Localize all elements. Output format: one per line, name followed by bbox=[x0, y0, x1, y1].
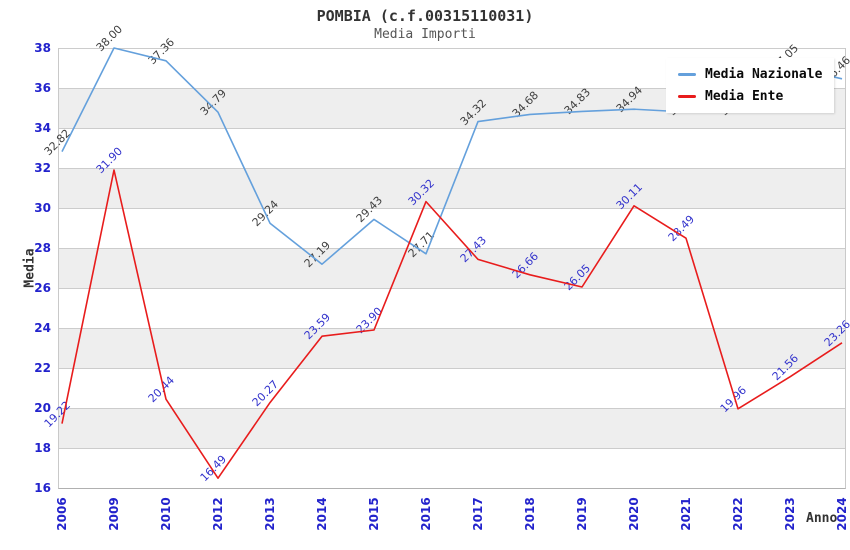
y-tick-label: 26 bbox=[34, 281, 51, 295]
chart-subtitle: Media Importi bbox=[374, 27, 476, 42]
y-tick-label: 22 bbox=[34, 361, 51, 375]
y-tick-label: 34 bbox=[34, 121, 51, 135]
y-axis-title: Media bbox=[22, 248, 38, 288]
x-tick-label: 2018 bbox=[523, 497, 537, 531]
legend-swatch-icon bbox=[678, 73, 696, 76]
legend-label: Media Ente bbox=[705, 89, 784, 104]
x-tick-label: 2009 bbox=[107, 497, 121, 531]
y-tick-label: 36 bbox=[34, 81, 51, 95]
y-tick-label: 24 bbox=[34, 321, 51, 335]
legend-swatch-icon bbox=[678, 95, 696, 98]
x-tick-label: 2016 bbox=[419, 497, 433, 531]
x-tick-label: 2012 bbox=[211, 497, 225, 531]
x-tick-label: 2006 bbox=[55, 497, 69, 531]
x-tick-label: 2015 bbox=[367, 497, 381, 531]
x-tick-label: 2020 bbox=[627, 497, 641, 531]
x-tick-label: 2021 bbox=[679, 497, 693, 531]
x-axis-title: Anno bbox=[806, 511, 838, 526]
chart-title: POMBIA (c.f.00315110031) bbox=[316, 7, 534, 25]
x-tick-label: 2019 bbox=[575, 497, 589, 531]
y-tick-label: 18 bbox=[34, 441, 51, 455]
x-tick-label: 2010 bbox=[159, 497, 173, 531]
x-tick-label: 2022 bbox=[731, 497, 745, 531]
legend-item-media-nazionale: Media Nazionale bbox=[678, 67, 822, 82]
legend-label: Media Nazionale bbox=[705, 67, 823, 82]
legend: Media Nazionale Media Ente bbox=[666, 58, 835, 113]
x-tick-label: 2017 bbox=[471, 497, 485, 531]
y-tick-label: 16 bbox=[34, 481, 51, 495]
y-tick-label: 30 bbox=[34, 201, 51, 215]
y-tick-label: 32 bbox=[34, 161, 51, 175]
x-tick-label: 2014 bbox=[315, 497, 329, 531]
y-tick-label: 20 bbox=[34, 401, 51, 415]
x-tick-label: 2013 bbox=[263, 497, 277, 531]
x-tick-label: 2023 bbox=[783, 497, 797, 531]
y-tick-label: 38 bbox=[34, 41, 51, 55]
legend-item-media-ente: Media Ente bbox=[678, 89, 822, 104]
y-tick-label: 28 bbox=[34, 241, 51, 255]
